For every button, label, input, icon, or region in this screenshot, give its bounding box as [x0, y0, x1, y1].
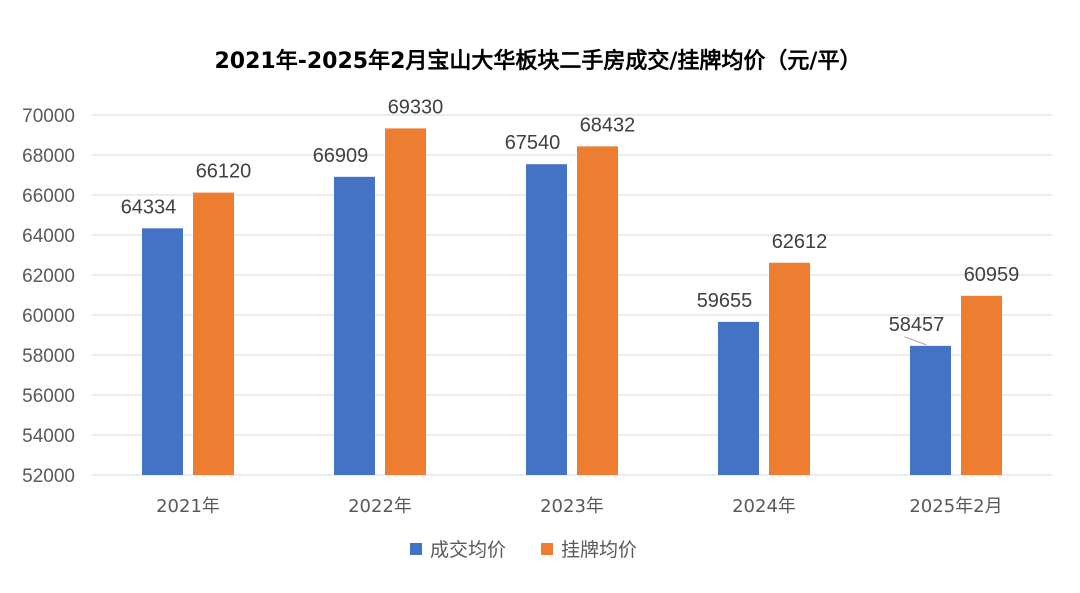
legend-swatch: [410, 543, 422, 555]
y-tick-label: 64000: [22, 226, 75, 247]
y-tick-label: 52000: [22, 466, 75, 487]
data-label: 64334: [121, 196, 177, 218]
bars: [142, 128, 1002, 476]
data-label: 67540: [505, 132, 561, 154]
data-label: 66120: [196, 161, 252, 183]
grid-lines: [92, 114, 1052, 476]
bar-listing: [193, 192, 234, 475]
x-category-label: 2022年: [348, 496, 412, 517]
data-label: 66909: [313, 145, 369, 167]
legend-label: 成交均价: [430, 539, 506, 561]
legend-swatch: [541, 543, 553, 555]
legend: 成交均价 挂牌均价: [410, 539, 637, 561]
y-tick-label: 56000: [22, 386, 75, 407]
data-label: 58457: [889, 314, 945, 336]
data-label: 68432: [580, 114, 636, 136]
bar-transaction: [910, 345, 951, 475]
y-tick-label: 68000: [22, 146, 75, 167]
y-tick-label: 60000: [22, 306, 75, 327]
bar-transaction: [334, 176, 375, 475]
x-category-label: 2024年: [732, 496, 796, 517]
bar-listing: [385, 128, 426, 475]
data-label: 69330: [388, 96, 444, 118]
bar-listing: [769, 262, 810, 475]
data-labels: 64334 66120 66909 69330 67540 68432 59655 62612…: [121, 96, 1020, 346]
y-tick-label: 70000: [22, 106, 75, 127]
y-tick-label: 54000: [22, 426, 75, 447]
y-tick-label: 62000: [22, 266, 75, 287]
y-tick-label: 66000: [22, 186, 75, 207]
data-label: 59655: [697, 290, 753, 312]
y-tick-label: 58000: [22, 346, 75, 367]
legend-label: 挂牌均价: [561, 539, 637, 561]
data-label: 60959: [964, 264, 1020, 286]
bar-listing: [577, 146, 618, 476]
x-axis-category-labels: 2021年 2022年 2023年 2024年 2025年2月: [156, 496, 1003, 517]
bar-transaction: [526, 164, 567, 475]
data-label-leader-line: [904, 336, 927, 346]
x-category-label: 2025年2月: [909, 496, 1002, 517]
bar-listing: [961, 295, 1002, 475]
x-category-label: 2021年: [156, 496, 220, 517]
chart-title: 2021年-2025年2月宝山大华板块二手房成交/挂牌均价（元/平）: [215, 48, 862, 74]
data-label: 62612: [772, 231, 828, 253]
x-category-label: 2023年: [540, 496, 604, 517]
y-axis-tick-labels: 52000 54000 56000 58000 60000 62000 64000 66000…: [22, 106, 75, 487]
bar-transaction: [718, 321, 759, 475]
bar-transaction: [142, 228, 183, 475]
